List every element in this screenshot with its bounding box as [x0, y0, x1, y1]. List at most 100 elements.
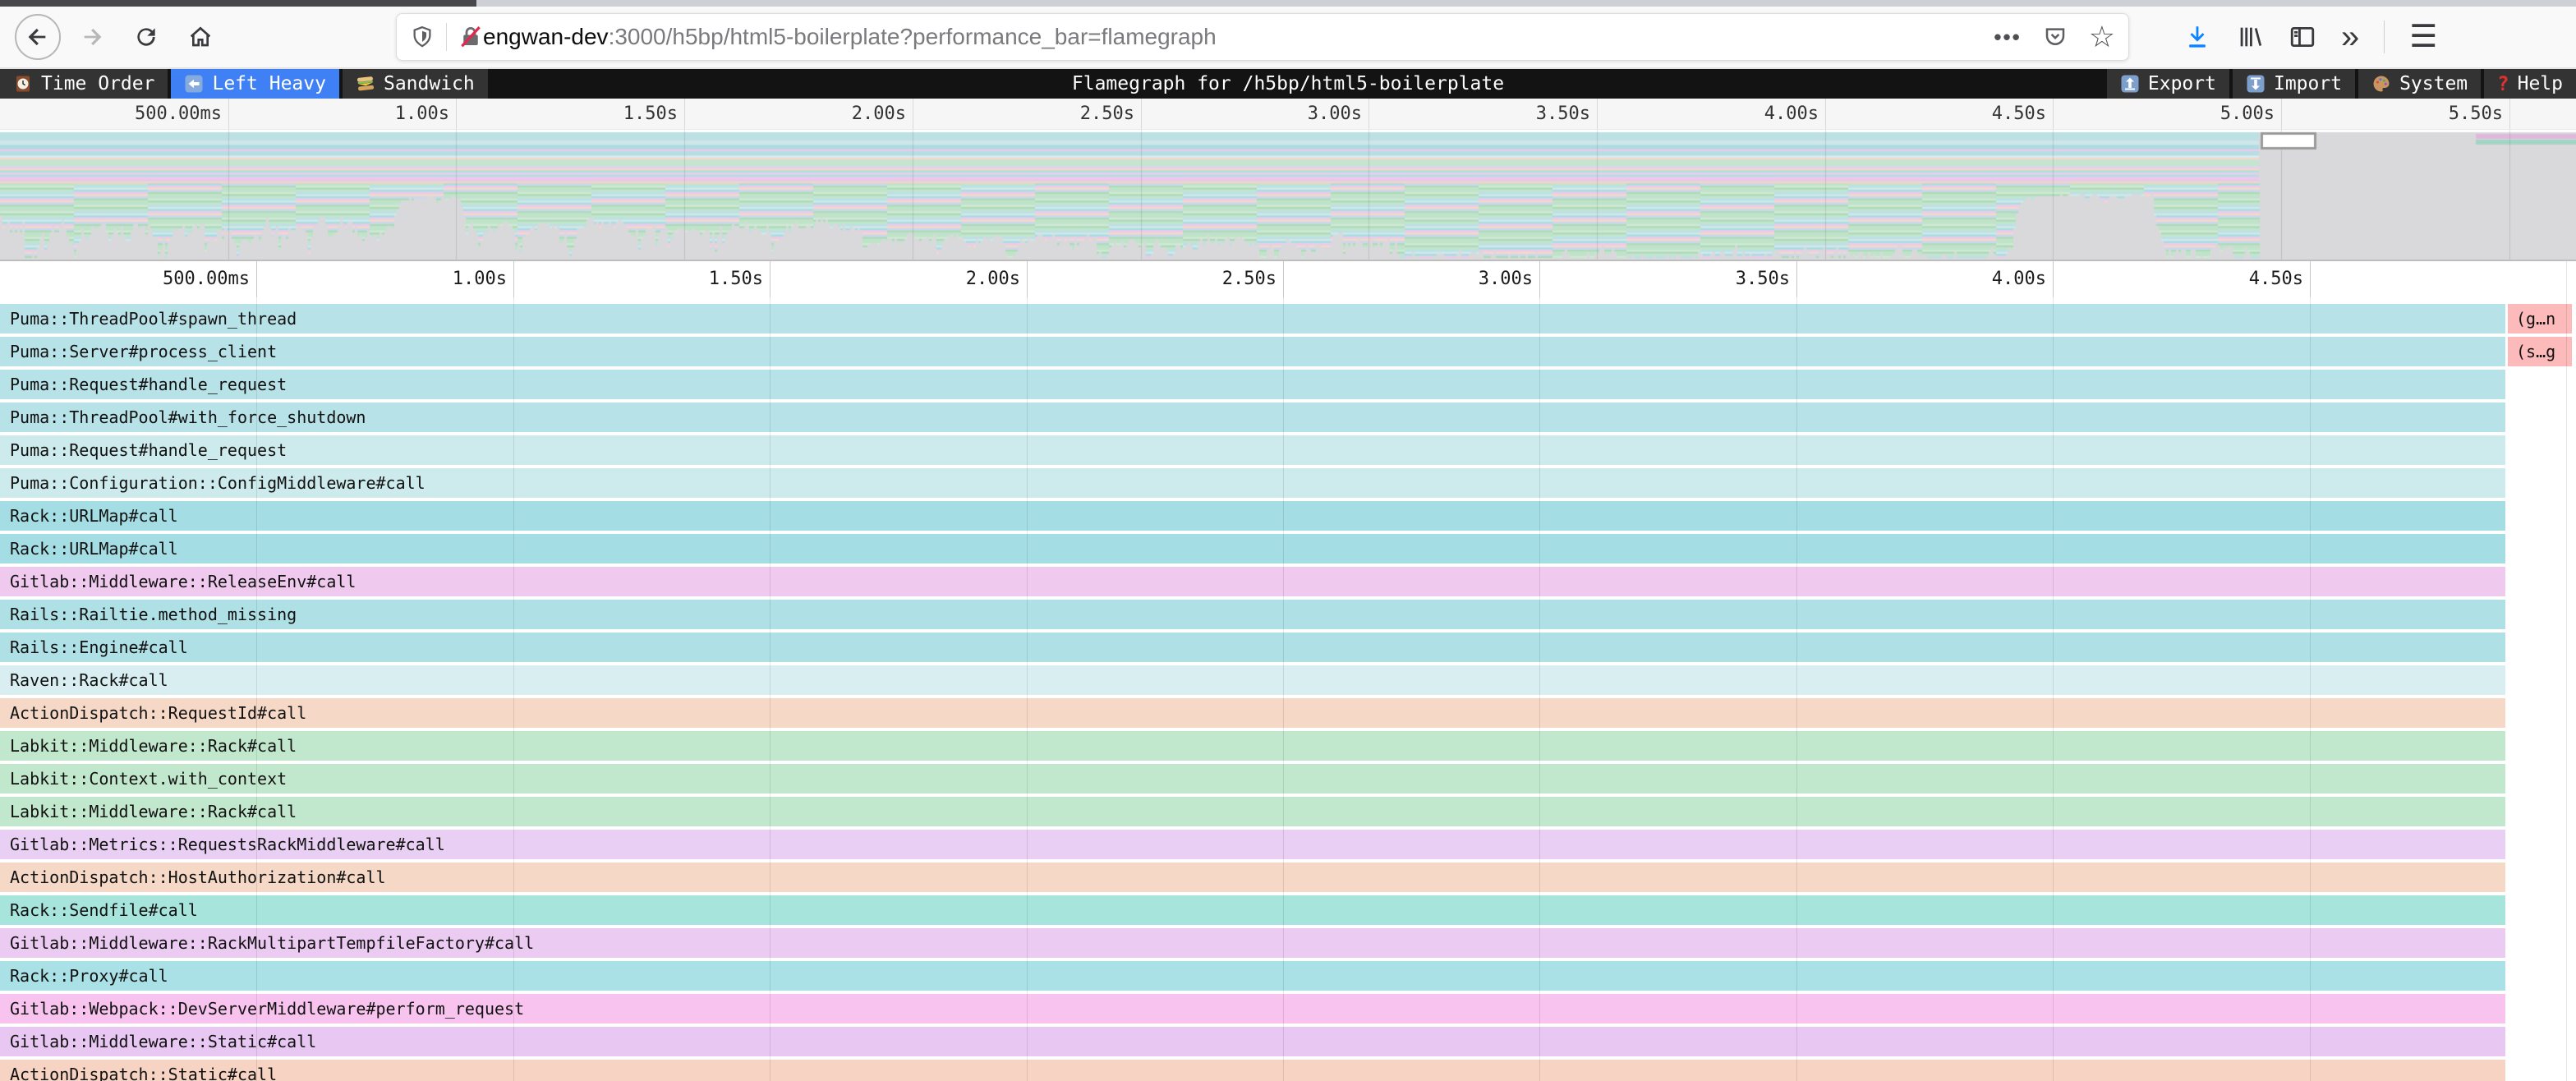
- flame-frame[interactable]: Gitlab::Middleware::Static#call: [0, 1027, 2505, 1056]
- axis-tick: [1825, 99, 1826, 129]
- url-host: engwan-dev: [483, 24, 609, 49]
- flame-frame[interactable]: Puma::Request#handle_request: [0, 435, 2505, 465]
- flame-row: Rack::URLMap#call: [0, 501, 2576, 534]
- flame-frame[interactable]: Puma::Server#process_client: [0, 337, 2505, 366]
- flame-row: Puma::Configuration::ConfigMiddleware#ca…: [0, 468, 2576, 501]
- main-time-axis: 500.00ms 1.00s 1.50s 2.00s 2.50s 3.00s 3.50s 4.…: [0, 261, 2576, 297]
- flame-frame[interactable]: Rack::URLMap#call: [0, 501, 2505, 531]
- flame-frame[interactable]: Puma::Configuration::ConfigMiddleware#ca…: [0, 468, 2505, 498]
- system-button[interactable]: System: [2358, 69, 2482, 99]
- axis-tick-label: 500.00ms: [135, 104, 222, 124]
- flame-frame[interactable]: Labkit::Middleware::Rack#call: [0, 797, 2505, 826]
- insecure-connection-lock-icon[interactable]: [458, 25, 483, 49]
- flame-frame[interactable]: Rails::Railtie.method_missing: [0, 600, 2505, 629]
- tracking-protection-shield-icon[interactable]: [410, 25, 435, 49]
- flame-row: Gitlab::Middleware::Static#call: [0, 1027, 2576, 1060]
- flame-frame[interactable]: Puma::ThreadPool#spawn_thread: [0, 304, 2505, 334]
- action-label: Help: [2517, 73, 2563, 94]
- back-icon: [25, 24, 51, 50]
- minimap-overview-canvas[interactable]: [0, 130, 2576, 260]
- flame-row: Rails::Engine#call: [0, 632, 2576, 665]
- flame-frame[interactable]: Puma::ThreadPool#with_force_shutdown: [0, 402, 2505, 432]
- flame-row: ActionDispatch::RequestId#call: [0, 698, 2576, 731]
- flame-frame[interactable]: Rack::Proxy#call: [0, 961, 2505, 991]
- axis-tick: [2053, 261, 2054, 297]
- axis-tick-label: 500.00ms: [163, 269, 250, 289]
- flame-frame[interactable]: Puma::Request#handle_request: [0, 370, 2505, 399]
- flame-frame[interactable]: Labkit::Context.with_context: [0, 764, 2505, 794]
- flame-row: Puma::Request#handle_request: [0, 370, 2576, 402]
- minimap-time-axis: 500.00ms 1.00s 1.50s 2.00s 2.50s 3.00s 3.50s 4.…: [0, 99, 2576, 130]
- flamegraph-view[interactable]: 500.00ms 1.00s 1.50s 2.00s 2.50s 3.00s 3.50s 4.…: [0, 261, 2576, 1081]
- axis-tick-label: 5.50s: [2448, 104, 2503, 124]
- flame-frame[interactable]: Gitlab::Webpack::DevServerMiddleware#per…: [0, 994, 2505, 1024]
- flame-row: Labkit::Middleware::Rack#call: [0, 731, 2576, 764]
- import-icon: [2246, 74, 2266, 94]
- axis-tick: [1368, 99, 1369, 129]
- axis-tick-label: 3.50s: [1535, 104, 1590, 124]
- view-tab-left-heavy[interactable]: Left Heavy: [171, 69, 339, 99]
- import-button[interactable]: Import: [2232, 69, 2356, 99]
- axis-tick-label: 5.00s: [2220, 104, 2275, 124]
- flame-frame[interactable]: ActionDispatch::Static#call: [0, 1060, 2505, 1081]
- reload-button[interactable]: [123, 14, 169, 60]
- forward-icon: [79, 24, 105, 50]
- axis-tick: [1141, 99, 1142, 129]
- flame-row: Rack::URLMap#call: [0, 534, 2576, 567]
- axis-tick-label: 1.50s: [623, 104, 678, 124]
- sidebar-toggle-icon[interactable]: [2288, 23, 2316, 51]
- axis-tick: [228, 99, 229, 129]
- speedscope-toolbar: Time Order Left Heavy Sandwich Flamegraph …: [0, 69, 2576, 99]
- flame-frame[interactable]: Rails::Engine#call: [0, 632, 2505, 662]
- library-icon[interactable]: [2236, 23, 2264, 51]
- view-tab-sandwich[interactable]: Sandwich: [342, 69, 488, 99]
- flame-row: Labkit::Context.with_context: [0, 764, 2576, 797]
- page-actions-icon[interactable]: •••: [1994, 25, 2022, 49]
- axis-tick-label: 4.00s: [1764, 104, 1819, 124]
- pocket-icon[interactable]: [2043, 25, 2068, 49]
- action-label: Export: [2147, 73, 2216, 94]
- more-tools-icon[interactable]: »: [2341, 19, 2360, 55]
- bookmark-star-icon[interactable]: ☆: [2088, 20, 2115, 53]
- left-arrow-icon: [184, 74, 204, 94]
- axis-tick-label: 1.00s: [394, 104, 449, 124]
- downloads-icon[interactable]: [2183, 23, 2211, 51]
- minimap[interactable]: 500.00ms 1.00s 1.50s 2.00s 2.50s 3.00s 3.50s 4.…: [0, 99, 2576, 261]
- flame-row: Puma::ThreadPool#with_force_shutdown: [0, 402, 2576, 435]
- flame-row: Puma::Request#handle_request: [0, 435, 2576, 468]
- forward-button[interactable]: [69, 14, 115, 60]
- flame-row: ActionDispatch::HostAuthorization#call: [0, 862, 2576, 895]
- flame-row: Rack::Proxy#call: [0, 961, 2576, 994]
- home-button[interactable]: [177, 14, 223, 60]
- flame-frame[interactable]: Raven::Rack#call: [0, 665, 2505, 695]
- flame-frame[interactable]: ActionDispatch::HostAuthorization#call: [0, 862, 2505, 892]
- clock-icon: [13, 74, 33, 94]
- url-text[interactable]: engwan-dev:3000/h5bp/html5-boilerplate?p…: [483, 24, 1984, 50]
- flame-frame[interactable]: ActionDispatch::RequestId#call: [0, 698, 2505, 728]
- axis-tick-label: 4.50s: [2248, 269, 2303, 289]
- flame-frame[interactable]: Gitlab::Middleware::RackMultipartTempfil…: [0, 928, 2505, 958]
- axis-tick: [513, 261, 514, 297]
- flame-frame[interactable]: Rack::URLMap#call: [0, 534, 2505, 564]
- flame-frame-truncated[interactable]: (g…n: [2508, 304, 2572, 334]
- flame-row: Gitlab::Webpack::DevServerMiddleware#per…: [0, 994, 2576, 1027]
- axis-tick: [2509, 99, 2510, 129]
- back-button[interactable]: [15, 14, 61, 60]
- menu-icon[interactable]: ☰: [2409, 20, 2438, 54]
- help-button[interactable]: ? Help: [2484, 69, 2576, 99]
- url-bar[interactable]: engwan-dev:3000/h5bp/html5-boilerplate?p…: [396, 13, 2129, 61]
- axis-tick-label: 4.50s: [1991, 104, 2046, 124]
- export-button[interactable]: Export: [2106, 69, 2229, 99]
- flame-frame[interactable]: Rack::Sendfile#call: [0, 895, 2505, 925]
- flame-frame-truncated[interactable]: (s…g: [2508, 337, 2572, 366]
- flame-row: Puma::ThreadPool#spawn_thread (g…n: [0, 304, 2576, 337]
- view-tab-time-order[interactable]: Time Order: [0, 69, 168, 99]
- axis-tick-label: 2.50s: [1221, 269, 1276, 289]
- navbar-divider: [2384, 21, 2385, 53]
- flame-row: Gitlab::Middleware::ReleaseEnv#call: [0, 567, 2576, 600]
- flame-frame[interactable]: Labkit::Middleware::Rack#call: [0, 731, 2505, 761]
- url-path: :3000/h5bp/html5-boilerplate?performance…: [608, 24, 1217, 49]
- flame-frame[interactable]: Gitlab::Metrics::RequestsRackMiddleware#…: [0, 830, 2505, 859]
- flame-frame[interactable]: Gitlab::Middleware::ReleaseEnv#call: [0, 567, 2505, 596]
